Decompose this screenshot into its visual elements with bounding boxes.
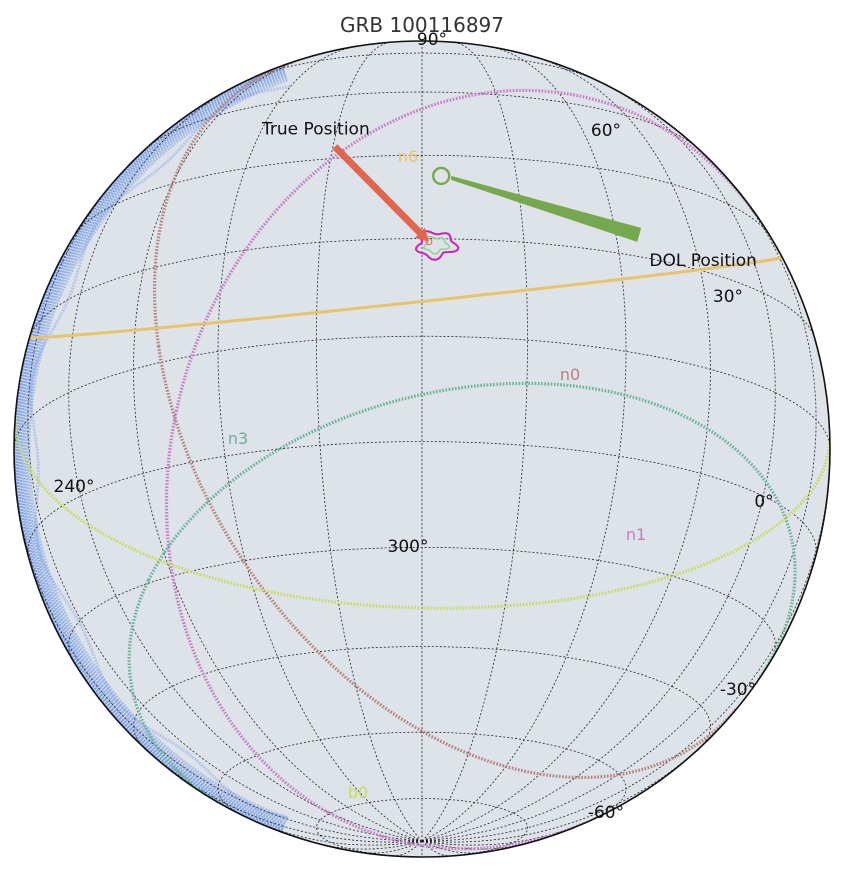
dol-position-arrow [451, 175, 642, 242]
earth-occultation-band [18, 69, 286, 829]
dol-position-marker [431, 166, 451, 186]
grid-meridian [255, 821, 423, 846]
grid-meridian [14, 448, 423, 842]
grid-meridian [358, 840, 423, 854]
true-position-arrow [332, 144, 424, 237]
longitude-label: 0° [754, 492, 773, 512]
coordinate-grid [14, 41, 830, 857]
grid-parallel [315, 798, 529, 857]
sphere-outline [13, 40, 831, 858]
grid-meridian [421, 840, 486, 854]
grid-parallel [73, 154, 771, 237]
grid-meridian [421, 58, 711, 842]
grid-meridian [421, 42, 529, 842]
grid-meridian [315, 42, 423, 842]
grid-parallel [217, 731, 627, 816]
grid-parallel [29, 238, 815, 337]
grid-meridian [68, 80, 423, 842]
grid-meridian [27, 174, 423, 842]
detector-circle-n0 [152, 60, 738, 780]
localization-contour-confidence-inner [423, 235, 451, 255]
latitude-label: -60° [588, 803, 624, 823]
grid-meridian [421, 462, 830, 842]
latitude-label: 30° [713, 287, 743, 307]
localization-contour-confidence-outer [414, 229, 460, 261]
latitude-label: 90° [417, 30, 447, 50]
marker-layer [332, 144, 642, 261]
earth-occultation-band [29, 85, 291, 819]
grid-meridian [421, 80, 776, 842]
true-position-label: True Position [261, 120, 370, 140]
chart-title: GRB 100116897 [340, 13, 504, 37]
longitude-label: 240° [54, 477, 95, 497]
true-position-arrowhead [414, 227, 429, 242]
dol-position-label: DOL Position [649, 251, 757, 271]
earth-occultation-band [24, 75, 288, 823]
detector-label-b0: b0 [348, 783, 368, 802]
detector-label-n0: n0 [560, 365, 580, 384]
grid-parallel [68, 546, 776, 659]
label-layer: 90° 60° 30° -30° -60° 240° 300° 0° n0 n1 n3 n6 b0 Tru… [54, 30, 774, 823]
earth-occultation-band [21, 72, 287, 826]
latitude-label: -30° [720, 680, 756, 700]
detector-circle-n6 [28, 255, 784, 339]
grid-meridian [421, 174, 817, 842]
grid-parallel [133, 646, 711, 749]
detector-circle-n1 [164, 88, 759, 851]
earth-occultation-band [27, 78, 289, 820]
detector-label-n3: n3 [228, 429, 248, 448]
grid-meridian [133, 58, 423, 842]
detector-circle-n3 [127, 381, 797, 809]
longitude-label: 300° [388, 537, 429, 557]
true-position-marker [425, 238, 433, 246]
grid-parallel [14, 335, 830, 450]
latitude-label: 60° [591, 121, 621, 141]
detector-label-n6: n6 [398, 147, 418, 166]
detector-label-n1: n1 [626, 525, 646, 544]
